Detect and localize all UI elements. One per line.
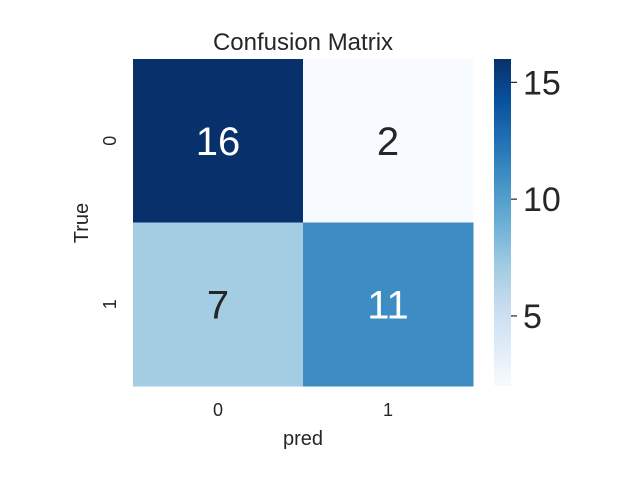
y-axis-label: True <box>71 203 93 243</box>
heatmap-cell-1-0 <box>133 222 304 387</box>
colorbar-tick-label: 5 <box>523 298 542 336</box>
colorbar-tick-label: 15 <box>523 64 561 102</box>
heatmap-cell-0-0 <box>133 59 304 223</box>
cell-value-label: 2 <box>377 120 399 164</box>
cell-value-label: 11 <box>367 283 409 327</box>
chart-title: Confusion Matrix <box>213 29 393 56</box>
heatmap-cell-0-1 <box>303 59 474 223</box>
heatmap-cell-1-1 <box>303 222 474 387</box>
y-tick-label: 1 <box>100 299 120 309</box>
heatmap-cell-labels: 16 2 7 11 <box>196 120 409 328</box>
cell-value-label: 16 <box>196 120 241 164</box>
y-tick-labels: 01 <box>100 136 120 310</box>
cell-value-label: 7 <box>207 283 229 327</box>
x-tick-label: 1 <box>383 400 393 420</box>
colorbar <box>494 59 511 386</box>
x-axis-label: pred <box>283 428 323 450</box>
colorbar-tick-labels: 5 10 15 <box>511 64 561 336</box>
x-tick-label: 0 <box>213 400 223 420</box>
heatmap-cells <box>133 59 474 387</box>
y-tick-label: 0 <box>100 136 120 146</box>
colorbar-tick-label: 10 <box>523 181 561 219</box>
